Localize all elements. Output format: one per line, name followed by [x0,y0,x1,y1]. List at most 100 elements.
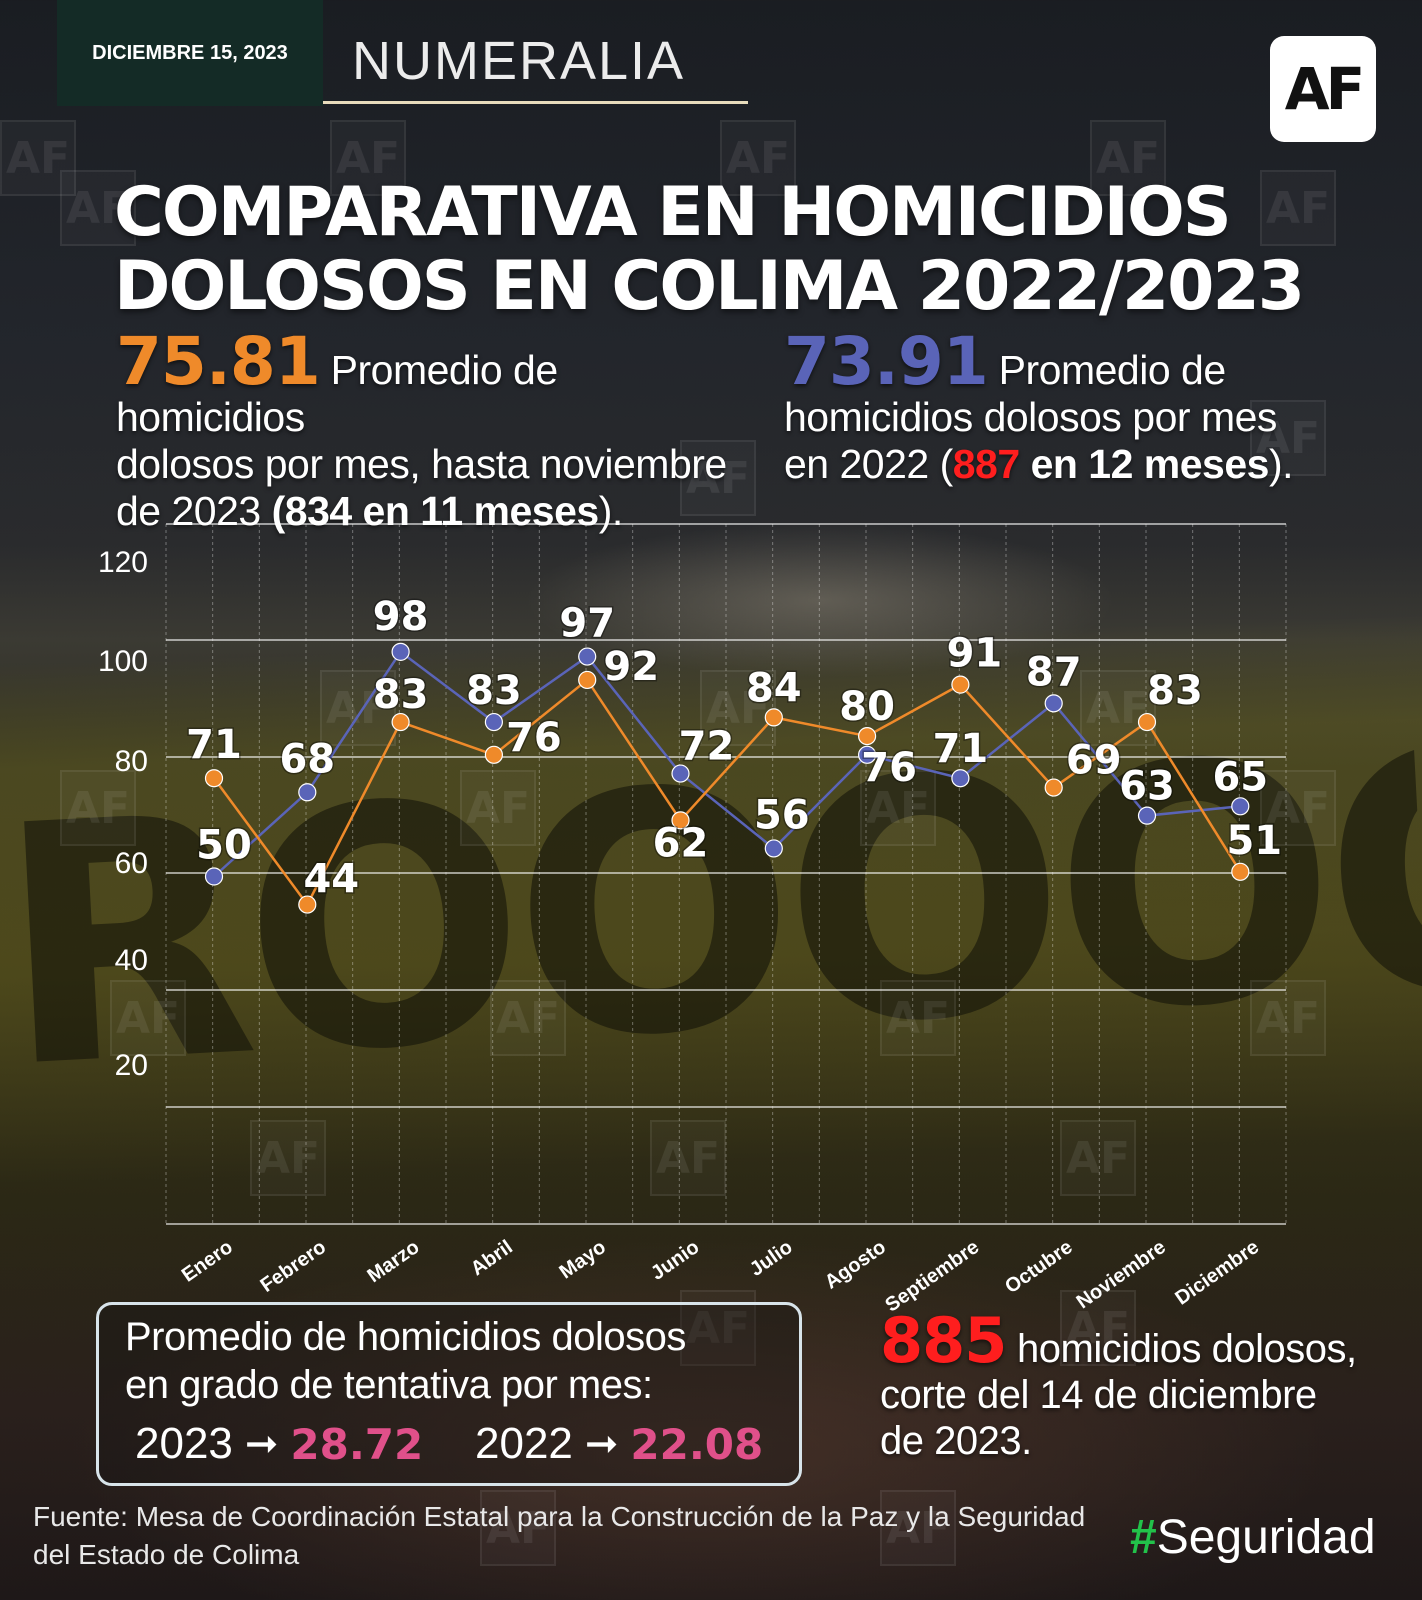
data-label: 50 [196,823,252,869]
data-label: 68 [279,736,335,782]
data-point [951,769,970,788]
af-watermark-icon: AF [700,670,776,746]
stat-2023-bold: (834 en 11 meses [271,488,600,534]
tentativa-year-2022: 2022 [475,1419,573,1468]
af-watermark-icon: AF [60,770,136,846]
title-line-2: DOLOSOS EN COLIMA 2022/2023 [114,247,1305,326]
stat-2022-text3: en 2022 ( [784,441,953,487]
data-label: 80 [839,684,895,730]
tentativa-2022: 2022 ➞ 22.08 [475,1419,763,1469]
data-label: 97 [559,601,615,647]
x-tick-label: Agosto [821,1236,890,1294]
x-tick-label: Octubre [1001,1236,1076,1298]
hashtag-text: Seguridad [1156,1511,1376,1564]
data-label: 84 [746,665,802,711]
hashtag-symbol: # [1130,1511,1157,1564]
af-watermark-icon: AF [680,1290,756,1366]
af-watermark-icon: AF [330,120,406,196]
section-title: NUMERALIA [352,31,686,91]
data-label: 56 [754,792,810,838]
series-line [213,650,1241,878]
af-watermark-icon: AF [250,1120,326,1196]
page-title: COMPARATIVA EN HOMICIDIOS DOLOSOS EN COL… [114,176,1364,324]
data-point [578,670,597,690]
data-point [484,745,503,764]
data-point [204,867,224,886]
af-watermark-icon: AF [110,980,186,1056]
stat-2023-text1: Promedio de homicidios [116,347,558,440]
y-tick-label: 80 [115,745,148,778]
data-label: 76 [861,745,917,791]
stat-2022: 73.91 Promedio de homicidios dolosos por… [784,329,1404,488]
data-point [1044,778,1063,797]
arrow-right-icon: ➞ [584,1422,619,1466]
data-point [391,712,410,732]
x-tick-label: Julio [746,1236,797,1281]
af-watermark-icon: AF [860,770,936,846]
data-label: 76 [506,715,562,761]
tentativa-line-2: en grado de tentativa por mes: [125,1363,653,1407]
total-homicidios: 885 homicidios dolosos, corte del 14 de … [880,1310,1357,1464]
data-point [951,675,970,694]
stat-2023-value: 75.81 [116,323,321,400]
x-tick-label: Mayo [556,1236,610,1283]
date-text: DICIEMBRE 15, 2023 [92,41,288,64]
data-point [1137,806,1157,825]
data-point [857,745,877,764]
tentativa-2023: 2023 ➞ 28.72 [135,1419,423,1469]
data-point [857,726,877,746]
af-watermark-icon: AF [460,770,536,846]
x-tick-label: Marzo [364,1236,424,1287]
y-tick-label: 40 [115,944,148,977]
stat-2022-text2: homicidios dolosos por mes [784,394,1277,440]
data-point [671,764,690,783]
data-label: 92 [603,644,659,690]
x-tick-label: Enero [178,1236,237,1287]
title-line-1: COMPARATIVA EN HOMICIDIOS [114,173,1232,252]
data-point [764,839,783,858]
af-watermark-icon: AF [480,1490,556,1566]
data-label: 71 [186,722,242,768]
tentativa-value-2023: 28.72 [290,1419,424,1469]
tentativa-box: Promedio de homicidios dolosos en grado … [96,1302,802,1486]
af-watermark-icon: AF [1060,1290,1136,1366]
data-point [671,811,690,830]
data-point [484,712,503,732]
data-label: 65 [1212,754,1268,800]
data-point [578,647,597,666]
stat-2022-close: ). [1268,441,1294,487]
tentativa-text: Promedio de homicidios dolosos en grado … [125,1313,686,1409]
x-tick-label: Abril [467,1236,517,1280]
af-watermark-icon: AF [320,670,396,746]
af-watermark-icon: AF [1250,400,1326,476]
af-watermark-icon: AF [1060,1120,1136,1196]
data-point [298,895,317,914]
data-point [1231,797,1250,816]
hashtag: #Seguridad [1130,1510,1376,1565]
data-point [391,642,410,661]
total-text2: corte del 14 de diciembre [880,1373,1317,1417]
af-watermark-icon: AF [1090,120,1166,196]
af-watermark-icon: AF [1250,980,1326,1056]
date-badge: DICIEMBRE 15, 2023 [57,0,323,106]
data-label: 83 [373,672,429,718]
af-logo: AF [1270,36,1376,142]
tentativa-year-2023: 2023 [135,1419,233,1468]
stat-2022-value: 73.91 [784,323,989,400]
data-label: 69 [1066,738,1122,784]
af-watermark-icon: AF [490,980,566,1056]
total-value: 885 [880,1304,1007,1377]
af-watermark-icon: AF [1260,770,1336,846]
y-tick-label: 60 [115,847,148,880]
y-tick-label: 120 [98,546,148,579]
series-line [212,678,1242,907]
stat-2023-text2: dolosos por mes, hasta noviembre [116,441,727,487]
af-watermark-icon: AF [0,120,76,196]
data-label: 71 [933,726,989,772]
y-tick-label: 100 [98,645,148,678]
data-label: 83 [466,668,522,714]
data-label: 91 [947,631,1003,677]
tentativa-line-1: Promedio de homicidios dolosos [125,1315,686,1359]
af-watermark-icon: AF [720,120,796,196]
